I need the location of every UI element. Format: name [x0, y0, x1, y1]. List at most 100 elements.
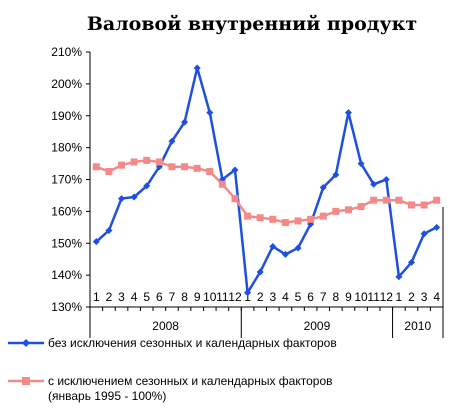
data-point [256, 268, 264, 276]
x-tick-label: 10 [203, 290, 217, 304]
y-tick-label: 190% [51, 109, 82, 123]
year-label: 2010 [404, 319, 431, 333]
data-point [118, 161, 126, 169]
data-point [92, 163, 100, 171]
data-point [395, 196, 403, 204]
data-point [382, 196, 390, 204]
x-tick-label: 6 [307, 290, 314, 304]
x-tick-label: 4 [131, 290, 138, 304]
data-point [168, 163, 176, 171]
legend-item-2: с исключением сезонных и календарных фак… [8, 374, 333, 403]
y-axis: 130% 140% 150% 160% 170% 180% 190% 200% 210% [51, 45, 91, 314]
x-tick-label: 2 [408, 290, 415, 304]
series-line [95, 159, 438, 224]
legend-label: без исключения сезонных и календарных фа… [48, 336, 337, 350]
data-point [155, 158, 163, 166]
x-tick-label: 9 [345, 290, 352, 304]
y-tick-label: 160% [51, 204, 82, 218]
data-point [244, 289, 252, 297]
x-tick-label: 1 [93, 290, 100, 304]
x-tick-label: 11 [216, 290, 229, 304]
data-point [382, 176, 390, 183]
series-line [95, 66, 438, 294]
x-tick-label: 8 [332, 290, 339, 304]
x-tick-label: 3 [421, 290, 428, 304]
data-point [319, 212, 327, 220]
data-point [218, 180, 226, 188]
x-tick-label: 8 [181, 290, 188, 304]
year-label: 2008 [152, 319, 179, 333]
x-tick-label: 9 [194, 290, 201, 304]
data-point [193, 64, 201, 72]
x-tick-label: 5 [143, 290, 150, 304]
data-point [92, 238, 100, 246]
x-tick-label: 11 [367, 290, 380, 304]
data-point [370, 180, 378, 188]
data-point [193, 164, 201, 172]
data-point [357, 203, 365, 211]
data-point [130, 158, 138, 166]
data-point [143, 156, 151, 164]
x-tick-label: 2 [257, 290, 264, 304]
x-tick-label: 3 [269, 290, 276, 304]
data-point [281, 250, 289, 258]
data-point [420, 201, 428, 209]
data-point [143, 182, 151, 190]
data-point [231, 195, 239, 203]
x-tick-label: 1 [396, 290, 403, 304]
data-point [244, 212, 252, 220]
data-point [332, 171, 340, 179]
x-tick-label: 10 [354, 290, 368, 304]
data-point [407, 258, 415, 266]
x-tick-label: 4 [433, 290, 440, 304]
data-point [269, 242, 277, 250]
data-point [168, 137, 176, 145]
legend-item-1: без исключения сезонных и календарных фа… [8, 336, 337, 350]
data-point [307, 215, 315, 223]
data-point [269, 215, 277, 223]
legend-label: с исключением сезонных и календарных фак… [48, 374, 333, 388]
data-point [206, 109, 214, 117]
data-point [370, 196, 378, 204]
y-tick-label: 200% [51, 77, 82, 91]
legend-swatch-marker [22, 377, 30, 385]
x-tick-label: 7 [169, 290, 176, 304]
data-point [181, 118, 189, 126]
data-point [130, 193, 138, 201]
y-tick-label: 140% [51, 268, 82, 282]
y-tick-label: 210% [51, 45, 82, 59]
x-tick-label: 2 [106, 290, 113, 304]
data-point [319, 183, 327, 191]
x-tick-label: 12 [380, 290, 394, 304]
y-tick-label: 130% [51, 300, 82, 314]
y-tick-label: 170% [51, 173, 82, 187]
legend-label: (январь 1995 - 100%) [48, 389, 166, 403]
series-layer [92, 64, 441, 297]
data-point [181, 163, 189, 171]
series-2 [92, 156, 441, 227]
series-1 [92, 64, 441, 297]
x-tick-label: 4 [282, 290, 289, 304]
data-point [294, 217, 302, 225]
data-point [344, 109, 352, 117]
data-point [433, 223, 441, 231]
legend: без исключения сезонных и календарных фа… [8, 336, 337, 403]
chart-title: Валовой внутренний продукт [87, 13, 417, 35]
legend-swatch-marker [22, 339, 30, 347]
y-tick-label: 150% [51, 236, 82, 250]
data-point [407, 201, 415, 209]
x-tick-label: 3 [118, 290, 125, 304]
x-tick-label: 5 [295, 290, 302, 304]
data-point [105, 227, 113, 234]
data-point [118, 195, 126, 203]
data-point [395, 273, 403, 281]
data-point [332, 207, 340, 215]
data-point [281, 219, 289, 227]
data-point [344, 206, 352, 214]
data-point [420, 230, 428, 238]
data-point [433, 196, 441, 204]
y-tick-label: 180% [51, 141, 82, 155]
x-tick-label: 7 [320, 290, 327, 304]
